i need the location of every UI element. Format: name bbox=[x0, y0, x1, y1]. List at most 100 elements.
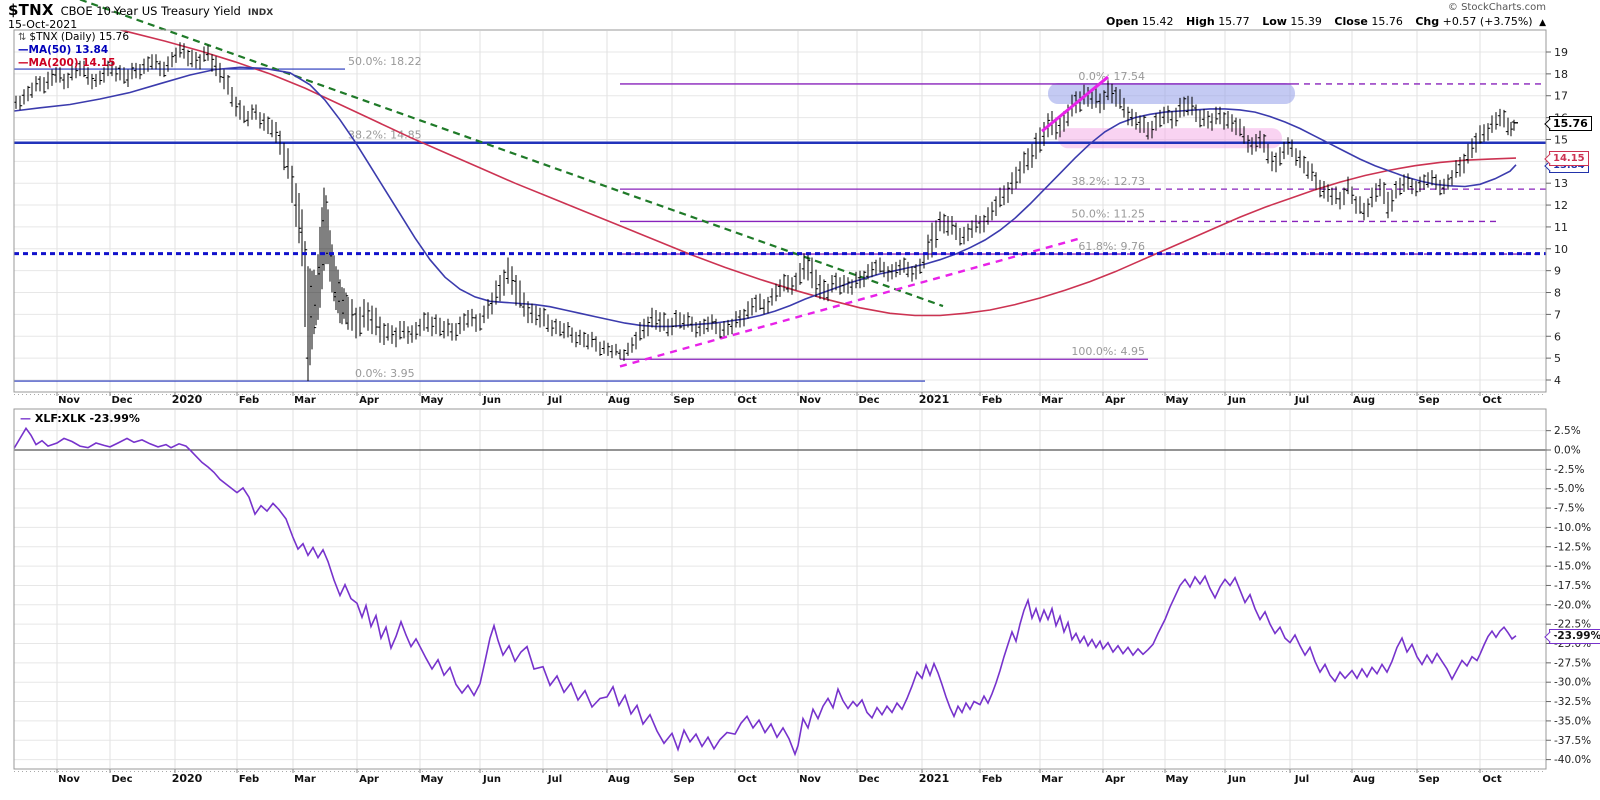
x-axis-month-label: Nov bbox=[58, 395, 80, 406]
y-axis-tick-label: 0.0% bbox=[1554, 445, 1581, 457]
x-axis-month-label: Jun bbox=[1227, 395, 1246, 406]
y-axis-tick-label: 8 bbox=[1554, 287, 1561, 300]
copyright-note: © StockCharts.com bbox=[1447, 2, 1546, 13]
x-axis-month-label: May bbox=[421, 774, 444, 785]
x-axis-month-label: Mar bbox=[294, 774, 316, 785]
x-axis-month-label: Nov bbox=[58, 774, 80, 785]
low-label: Low bbox=[1262, 15, 1287, 28]
fib-retracement-label: 0.0%: 17.54 bbox=[1078, 70, 1145, 83]
ma50-line bbox=[14, 66, 1517, 328]
x-axis-month-label: Feb bbox=[239, 395, 259, 406]
fib-retracement-label: 50.0%: 18.22 bbox=[348, 55, 422, 68]
x-axis-month-label: Feb bbox=[239, 774, 259, 785]
x-axis-month-label: 2020 bbox=[172, 393, 203, 406]
x-axis-month-label: Nov bbox=[799, 774, 821, 785]
close-label: Close bbox=[1334, 15, 1368, 28]
fib-retracement-label: 61.8%: 9.76 bbox=[1078, 240, 1145, 253]
high-value: 15.77 bbox=[1218, 15, 1250, 28]
fib-retracement-label: 38.2%: 14.85 bbox=[348, 129, 422, 142]
x-axis-month-label: Sep bbox=[673, 395, 694, 406]
x-axis-month-label: 2020 bbox=[172, 772, 203, 785]
x-axis-month-label: Oct bbox=[737, 395, 756, 406]
y-axis-tick-label: 11 bbox=[1554, 221, 1568, 234]
x-axis-month-label: 2021 bbox=[919, 772, 950, 785]
legend-ma50: —MA(50) 13.84 bbox=[18, 44, 109, 56]
chart-header: $TNX CBOE 10-Year US Treasury Yield INDX bbox=[8, 1, 273, 19]
y-axis-tick-label: 2.5% bbox=[1554, 425, 1581, 437]
y-axis-tick-label: 12 bbox=[1554, 199, 1568, 212]
x-axis-month-label: Dec bbox=[111, 395, 132, 406]
x-axis-month-label: Jul bbox=[547, 774, 562, 785]
x-axis-month-label: Apr bbox=[1105, 774, 1125, 785]
x-axis-month-label: Oct bbox=[1482, 774, 1501, 785]
x-axis-month-label: May bbox=[1166, 395, 1189, 406]
y-axis-tick-label: -5.0% bbox=[1554, 483, 1584, 495]
lower-panel-legend: — XLF:XLK -23.99% bbox=[20, 412, 140, 425]
y-axis-tick-label: -12.5% bbox=[1554, 541, 1591, 553]
y-axis-tick-label: -10.0% bbox=[1554, 522, 1591, 534]
y-axis-tick-label: 7 bbox=[1554, 308, 1561, 321]
fib-retracement-label: 100.0%: 4.95 bbox=[1071, 345, 1145, 358]
high-label: High bbox=[1186, 15, 1215, 28]
y-axis-tick-label: -35.0% bbox=[1554, 715, 1591, 727]
y-axis-tick-label: -7.5% bbox=[1554, 503, 1584, 515]
ratio-last-value-label: -23.99% bbox=[1549, 628, 1600, 644]
x-axis-month-label: Nov bbox=[799, 395, 821, 406]
x-axis-month-label: Jun bbox=[482, 774, 501, 785]
x-axis-month-label: Jun bbox=[1227, 774, 1246, 785]
x-axis-month-label: Apr bbox=[359, 395, 379, 406]
legend-ma200: —MA(200) 14.15 bbox=[18, 57, 116, 69]
x-axis-month-label: Dec bbox=[858, 395, 879, 406]
legend-price-series: ⇅ $TNX (Daily) 15.76 bbox=[18, 31, 130, 43]
close-value: 15.76 bbox=[1371, 15, 1403, 28]
x-axis-month-label: May bbox=[421, 395, 444, 406]
y-axis-tick-label: -40.0% bbox=[1554, 754, 1591, 766]
ma200-price-label: 14.15 bbox=[1549, 151, 1589, 167]
x-axis-month-label: Feb bbox=[982, 395, 1002, 406]
y-axis-tick-label: -37.5% bbox=[1554, 735, 1591, 747]
y-axis-tick-label: 15 bbox=[1554, 133, 1568, 146]
x-axis-month-label: Oct bbox=[737, 774, 756, 785]
y-axis-tick-label: -15.0% bbox=[1554, 561, 1591, 573]
x-axis-month-label: May bbox=[1166, 774, 1189, 785]
ratio-legend-text: XLF:XLK -23.99% bbox=[34, 412, 140, 425]
y-axis-tick-label: -27.5% bbox=[1554, 657, 1591, 669]
y-axis-tick-label: 4 bbox=[1554, 374, 1561, 387]
symbol-fullname: CBOE 10-Year US Treasury Yield bbox=[60, 4, 241, 18]
last-price-label: 15.76 bbox=[1549, 115, 1592, 131]
x-axis-month-label: Jun bbox=[482, 395, 501, 406]
ratio-swatch-icon: — bbox=[20, 412, 31, 425]
y-axis-tick-label: 19 bbox=[1554, 46, 1568, 59]
y-axis-tick-label: 13 bbox=[1554, 177, 1568, 190]
x-axis-month-label: Mar bbox=[1041, 774, 1063, 785]
fib-retracement-label: 0.0%: 3.95 bbox=[355, 367, 415, 380]
ma200-line bbox=[117, 30, 1517, 317]
y-axis-tick-label: 17 bbox=[1554, 90, 1568, 103]
chart-date: 15-Oct-2021 bbox=[8, 18, 78, 31]
y-axis-tick-label: 18 bbox=[1554, 68, 1568, 81]
chg-label: Chg bbox=[1415, 15, 1440, 28]
x-axis-month-label: Mar bbox=[1041, 395, 1063, 406]
x-axis-month-label: Apr bbox=[359, 774, 379, 785]
y-axis-tick-label: -22.5% bbox=[1554, 619, 1591, 631]
ma200-swatch-icon: — bbox=[18, 57, 29, 69]
low-value: 15.39 bbox=[1290, 15, 1322, 28]
open-value: 15.42 bbox=[1142, 15, 1174, 28]
x-axis-month-label: Jul bbox=[1294, 774, 1309, 785]
ma50-swatch-icon: — bbox=[18, 44, 29, 56]
x-axis-month-label: Apr bbox=[1105, 395, 1125, 406]
x-axis-month-label: Oct bbox=[1482, 395, 1501, 406]
ohlc-quote-row: Open 15.42 High 15.77 Low 15.39 Close 15… bbox=[1097, 15, 1546, 28]
x-axis-month-label: Sep bbox=[1418, 395, 1439, 406]
x-axis-month-label: Sep bbox=[673, 774, 694, 785]
green-downtrend-line bbox=[79, 0, 944, 308]
chg-value: +0.57 (+3.75%) bbox=[1442, 15, 1533, 28]
x-axis-month-label: Jul bbox=[547, 395, 562, 406]
main-panel-legend: ⇅ $TNX (Daily) 15.76 —MA(50) 13.84 —MA(20… bbox=[18, 31, 129, 70]
x-axis-month-label: Mar bbox=[294, 395, 316, 406]
y-axis-tick-label: -20.0% bbox=[1554, 599, 1591, 611]
fib-retracement-label: 38.2%: 12.73 bbox=[1071, 175, 1145, 188]
y-axis-tick-label: -2.5% bbox=[1554, 464, 1584, 476]
